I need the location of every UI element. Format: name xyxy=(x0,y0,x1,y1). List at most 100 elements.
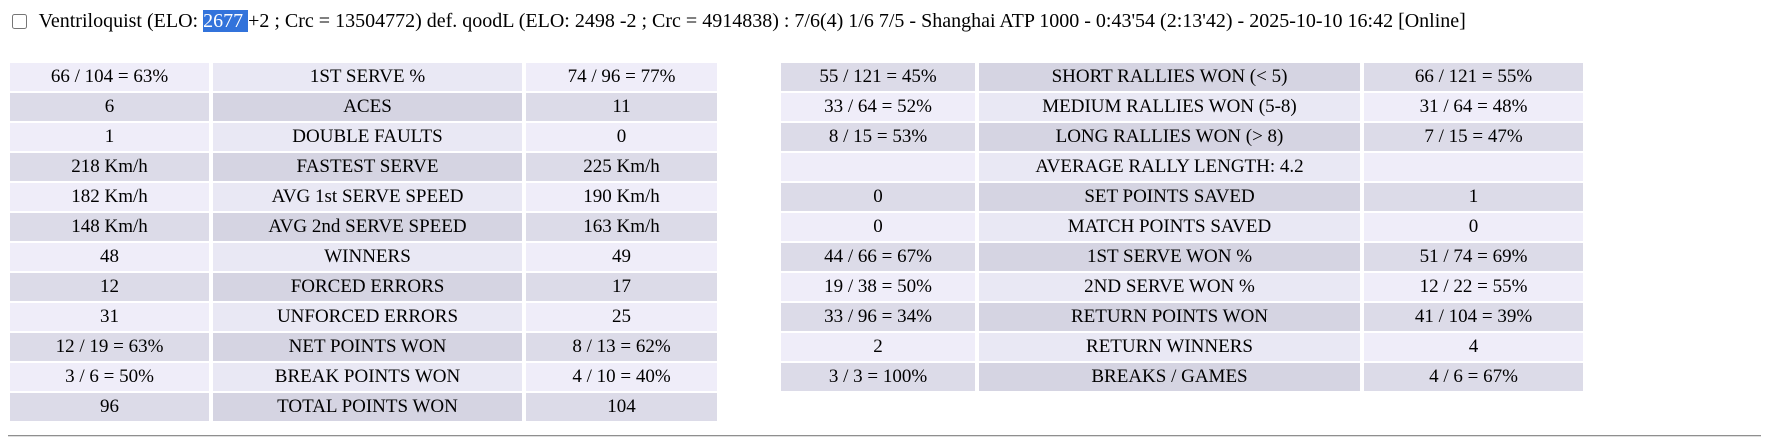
table-row: 44 / 66 = 67% 1ST SERVE WON % 51 / 74 = 69… xyxy=(781,243,1583,271)
stat-value-player1: 2 xyxy=(781,333,975,361)
stat-value-player1: 8 / 15 = 53% xyxy=(781,123,975,151)
stat-value-player1: 55 / 121 = 45% xyxy=(781,63,975,91)
stat-value-player2: 12 / 22 = 55% xyxy=(1364,273,1583,301)
stat-value-player2: 7 / 15 = 47% xyxy=(1364,123,1583,151)
stat-value-player1: 66 / 104 = 63% xyxy=(10,63,209,91)
table-row: 182 Km/h AVG 1st SERVE SPEED 190 Km/h xyxy=(10,183,717,211)
stat-value-player2: 4 / 10 = 40% xyxy=(526,363,717,391)
stat-value-player1: 96 xyxy=(10,393,209,421)
table-row: 31 UNFORCED ERRORS 25 xyxy=(10,303,717,331)
bottom-divider xyxy=(8,435,1761,437)
match-title-pre: Ventriloquist (ELO: xyxy=(38,10,204,32)
stat-value-player2: 74 / 96 = 77% xyxy=(526,63,717,91)
stat-value-player2: 190 Km/h xyxy=(526,183,717,211)
stat-value-player2: 41 / 104 = 39% xyxy=(1364,303,1583,331)
table-row: 66 / 104 = 63% 1ST SERVE % 74 / 96 = 77% xyxy=(10,63,717,91)
stat-value-player1: 33 / 96 = 34% xyxy=(781,303,975,331)
table-row: 48 WINNERS 49 xyxy=(10,243,717,271)
table-row: 12 FORCED ERRORS 17 xyxy=(10,273,717,301)
stat-label: FORCED ERRORS xyxy=(213,273,522,301)
stat-label: RETURN WINNERS xyxy=(979,333,1360,361)
selected-elo-text: 2677 xyxy=(203,10,249,32)
stat-label: AVG 1st SERVE SPEED xyxy=(213,183,522,211)
table-row: 0 MATCH POINTS SAVED 0 xyxy=(781,213,1583,241)
serve-stats-table: 66 / 104 = 63% 1ST SERVE % 74 / 96 = 77% 6 A… xyxy=(6,61,721,423)
stat-value-player1: 31 xyxy=(10,303,209,331)
table-row: 6 ACES 11 xyxy=(10,93,717,121)
stat-value-player1: 148 Km/h xyxy=(10,213,209,241)
stat-value-player2: 49 xyxy=(526,243,717,271)
stat-label: 2ND SERVE WON % xyxy=(979,273,1360,301)
stat-value-player1: 44 / 66 = 67% xyxy=(781,243,975,271)
stat-label: WINNERS xyxy=(213,243,522,271)
table-row: 19 / 38 = 50% 2ND SERVE WON % 12 / 22 = 55… xyxy=(781,273,1583,301)
stat-value-player2: 225 Km/h xyxy=(526,153,717,181)
stat-value-player2: 8 / 13 = 62% xyxy=(526,333,717,361)
stat-label: SET POINTS SAVED xyxy=(979,183,1360,211)
table-row: 96 TOTAL POINTS WON 104 xyxy=(10,393,717,421)
stat-value-player1: 0 xyxy=(781,183,975,211)
stat-value-player1: 48 xyxy=(10,243,209,271)
match-select-checkbox[interactable] xyxy=(12,14,27,29)
stat-value-player1: 1 xyxy=(10,123,209,151)
stat-value-player1 xyxy=(781,153,975,181)
table-row: 2 RETURN WINNERS 4 xyxy=(781,333,1583,361)
stat-value-player2: 11 xyxy=(526,93,717,121)
table-row: 33 / 96 = 34% RETURN POINTS WON 41 / 104 =… xyxy=(781,303,1583,331)
stat-label: RETURN POINTS WON xyxy=(979,303,1360,331)
stat-label: UNFORCED ERRORS xyxy=(213,303,522,331)
stat-value-player1: 6 xyxy=(10,93,209,121)
table-row: 0 SET POINTS SAVED 1 xyxy=(781,183,1583,211)
stat-value-player1: 19 / 38 = 50% xyxy=(781,273,975,301)
stat-label: LONG RALLIES WON (> 8) xyxy=(979,123,1360,151)
stat-label: FASTEST SERVE xyxy=(213,153,522,181)
stat-value-player2: 104 xyxy=(526,393,717,421)
table-row: 55 / 121 = 45% SHORT RALLIES WON (< 5) 66 … xyxy=(781,63,1583,91)
stat-value-player2: 31 / 64 = 48% xyxy=(1364,93,1583,121)
stat-value-player2: 163 Km/h xyxy=(526,213,717,241)
stat-value-player2: 25 xyxy=(526,303,717,331)
stat-value-player1: 218 Km/h xyxy=(10,153,209,181)
stat-label: TOTAL POINTS WON xyxy=(213,393,522,421)
match-title-post: +2 ; Crc = 13504772) def. qoodL (ELO: 24… xyxy=(248,10,1466,32)
stat-label: AVG 2nd SERVE SPEED xyxy=(213,213,522,241)
stat-label: NET POINTS WON xyxy=(213,333,522,361)
stat-value-player1: 182 Km/h xyxy=(10,183,209,211)
stat-label: BREAK POINTS WON xyxy=(213,363,522,391)
table-row: AVERAGE RALLY LENGTH: 4.2 xyxy=(781,153,1583,181)
rally-stats-table: 55 / 121 = 45% SHORT RALLIES WON (< 5) 66 … xyxy=(777,61,1587,393)
stat-label: BREAKS / GAMES xyxy=(979,363,1360,391)
stat-label: DOUBLE FAULTS xyxy=(213,123,522,151)
stat-value-player1: 12 / 19 = 63% xyxy=(10,333,209,361)
stat-label: MEDIUM RALLIES WON (5-8) xyxy=(979,93,1360,121)
stat-label: ACES xyxy=(213,93,522,121)
table-row: 33 / 64 = 52% MEDIUM RALLIES WON (5-8) 31 … xyxy=(781,93,1583,121)
table-row: 12 / 19 = 63% NET POINTS WON 8 / 13 = 62% xyxy=(10,333,717,361)
stats-tables-container: 66 / 104 = 63% 1ST SERVE % 74 / 96 = 77% 6 A… xyxy=(6,61,1769,423)
table-row: 8 / 15 = 53% LONG RALLIES WON (> 8) 7 / 15… xyxy=(781,123,1583,151)
stat-value-player2: 0 xyxy=(1364,213,1583,241)
table-row: 218 Km/h FASTEST SERVE 225 Km/h xyxy=(10,153,717,181)
stat-value-player1: 3 / 3 = 100% xyxy=(781,363,975,391)
stat-value-player1: 0 xyxy=(781,213,975,241)
stat-label: 1ST SERVE WON % xyxy=(979,243,1360,271)
stat-value-player1: 12 xyxy=(10,273,209,301)
table-row: 3 / 6 = 50% BREAK POINTS WON 4 / 10 = 40% xyxy=(10,363,717,391)
stat-label: AVERAGE RALLY LENGTH: 4.2 xyxy=(979,153,1360,181)
stat-value-player2 xyxy=(1364,153,1583,181)
match-header: Ventriloquist (ELO: 2677 +2 ; Crc = 1350… xyxy=(0,0,1769,33)
table-row: 1 DOUBLE FAULTS 0 xyxy=(10,123,717,151)
stat-label: 1ST SERVE % xyxy=(213,63,522,91)
stat-value-player2: 0 xyxy=(526,123,717,151)
stat-value-player2: 4 xyxy=(1364,333,1583,361)
table-row: 3 / 3 = 100% BREAKS / GAMES 4 / 6 = 67% xyxy=(781,363,1583,391)
stat-label: SHORT RALLIES WON (< 5) xyxy=(979,63,1360,91)
stat-value-player2: 66 / 121 = 55% xyxy=(1364,63,1583,91)
stat-value-player2: 1 xyxy=(1364,183,1583,211)
stat-value-player1: 33 / 64 = 52% xyxy=(781,93,975,121)
stat-label: MATCH POINTS SAVED xyxy=(979,213,1360,241)
stat-value-player1: 3 / 6 = 50% xyxy=(10,363,209,391)
stat-value-player2: 17 xyxy=(526,273,717,301)
table-row: 148 Km/h AVG 2nd SERVE SPEED 163 Km/h xyxy=(10,213,717,241)
stat-value-player2: 51 / 74 = 69% xyxy=(1364,243,1583,271)
